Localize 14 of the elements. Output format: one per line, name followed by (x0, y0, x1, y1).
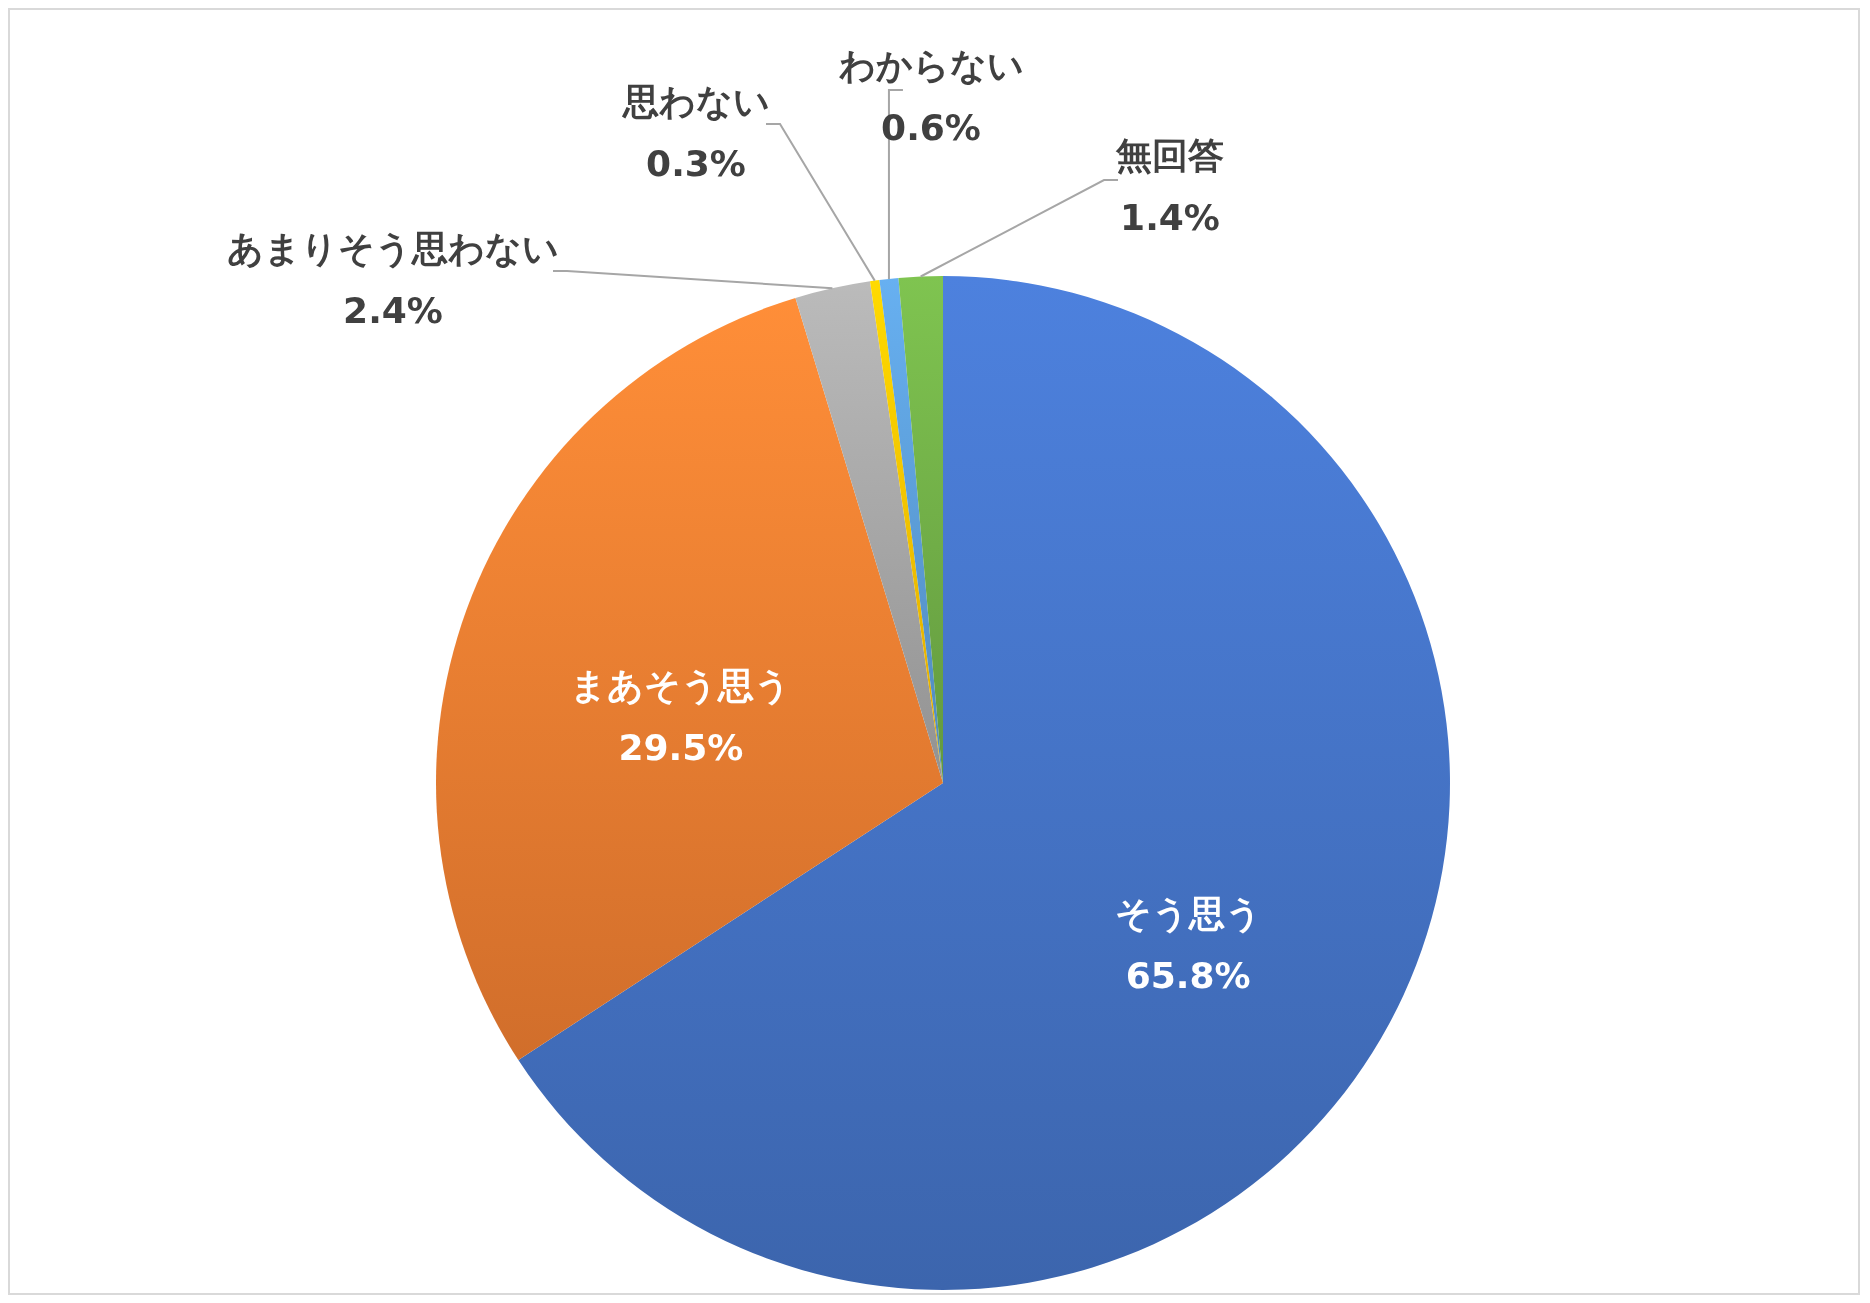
slice-label: そう思う (1114, 892, 1262, 934)
slice-label: 思わない (620, 81, 770, 122)
data-label: 65.8% (1125, 954, 1251, 996)
data-label: 0.3% (646, 143, 746, 184)
slice-label: まあそう思う (570, 664, 792, 706)
slice-label: あまりそう思わない (227, 228, 559, 269)
pie-slice (518, 276, 1450, 1290)
data-label: 0.6% (881, 107, 981, 148)
data-label: 2.4% (343, 290, 443, 331)
data-label: 1.4% (1120, 197, 1220, 238)
pie-slice (795, 281, 943, 783)
slice-label: 無回答 (1115, 135, 1224, 176)
slice-label: わからない (838, 45, 1024, 86)
data-label: 29.5% (618, 726, 744, 768)
